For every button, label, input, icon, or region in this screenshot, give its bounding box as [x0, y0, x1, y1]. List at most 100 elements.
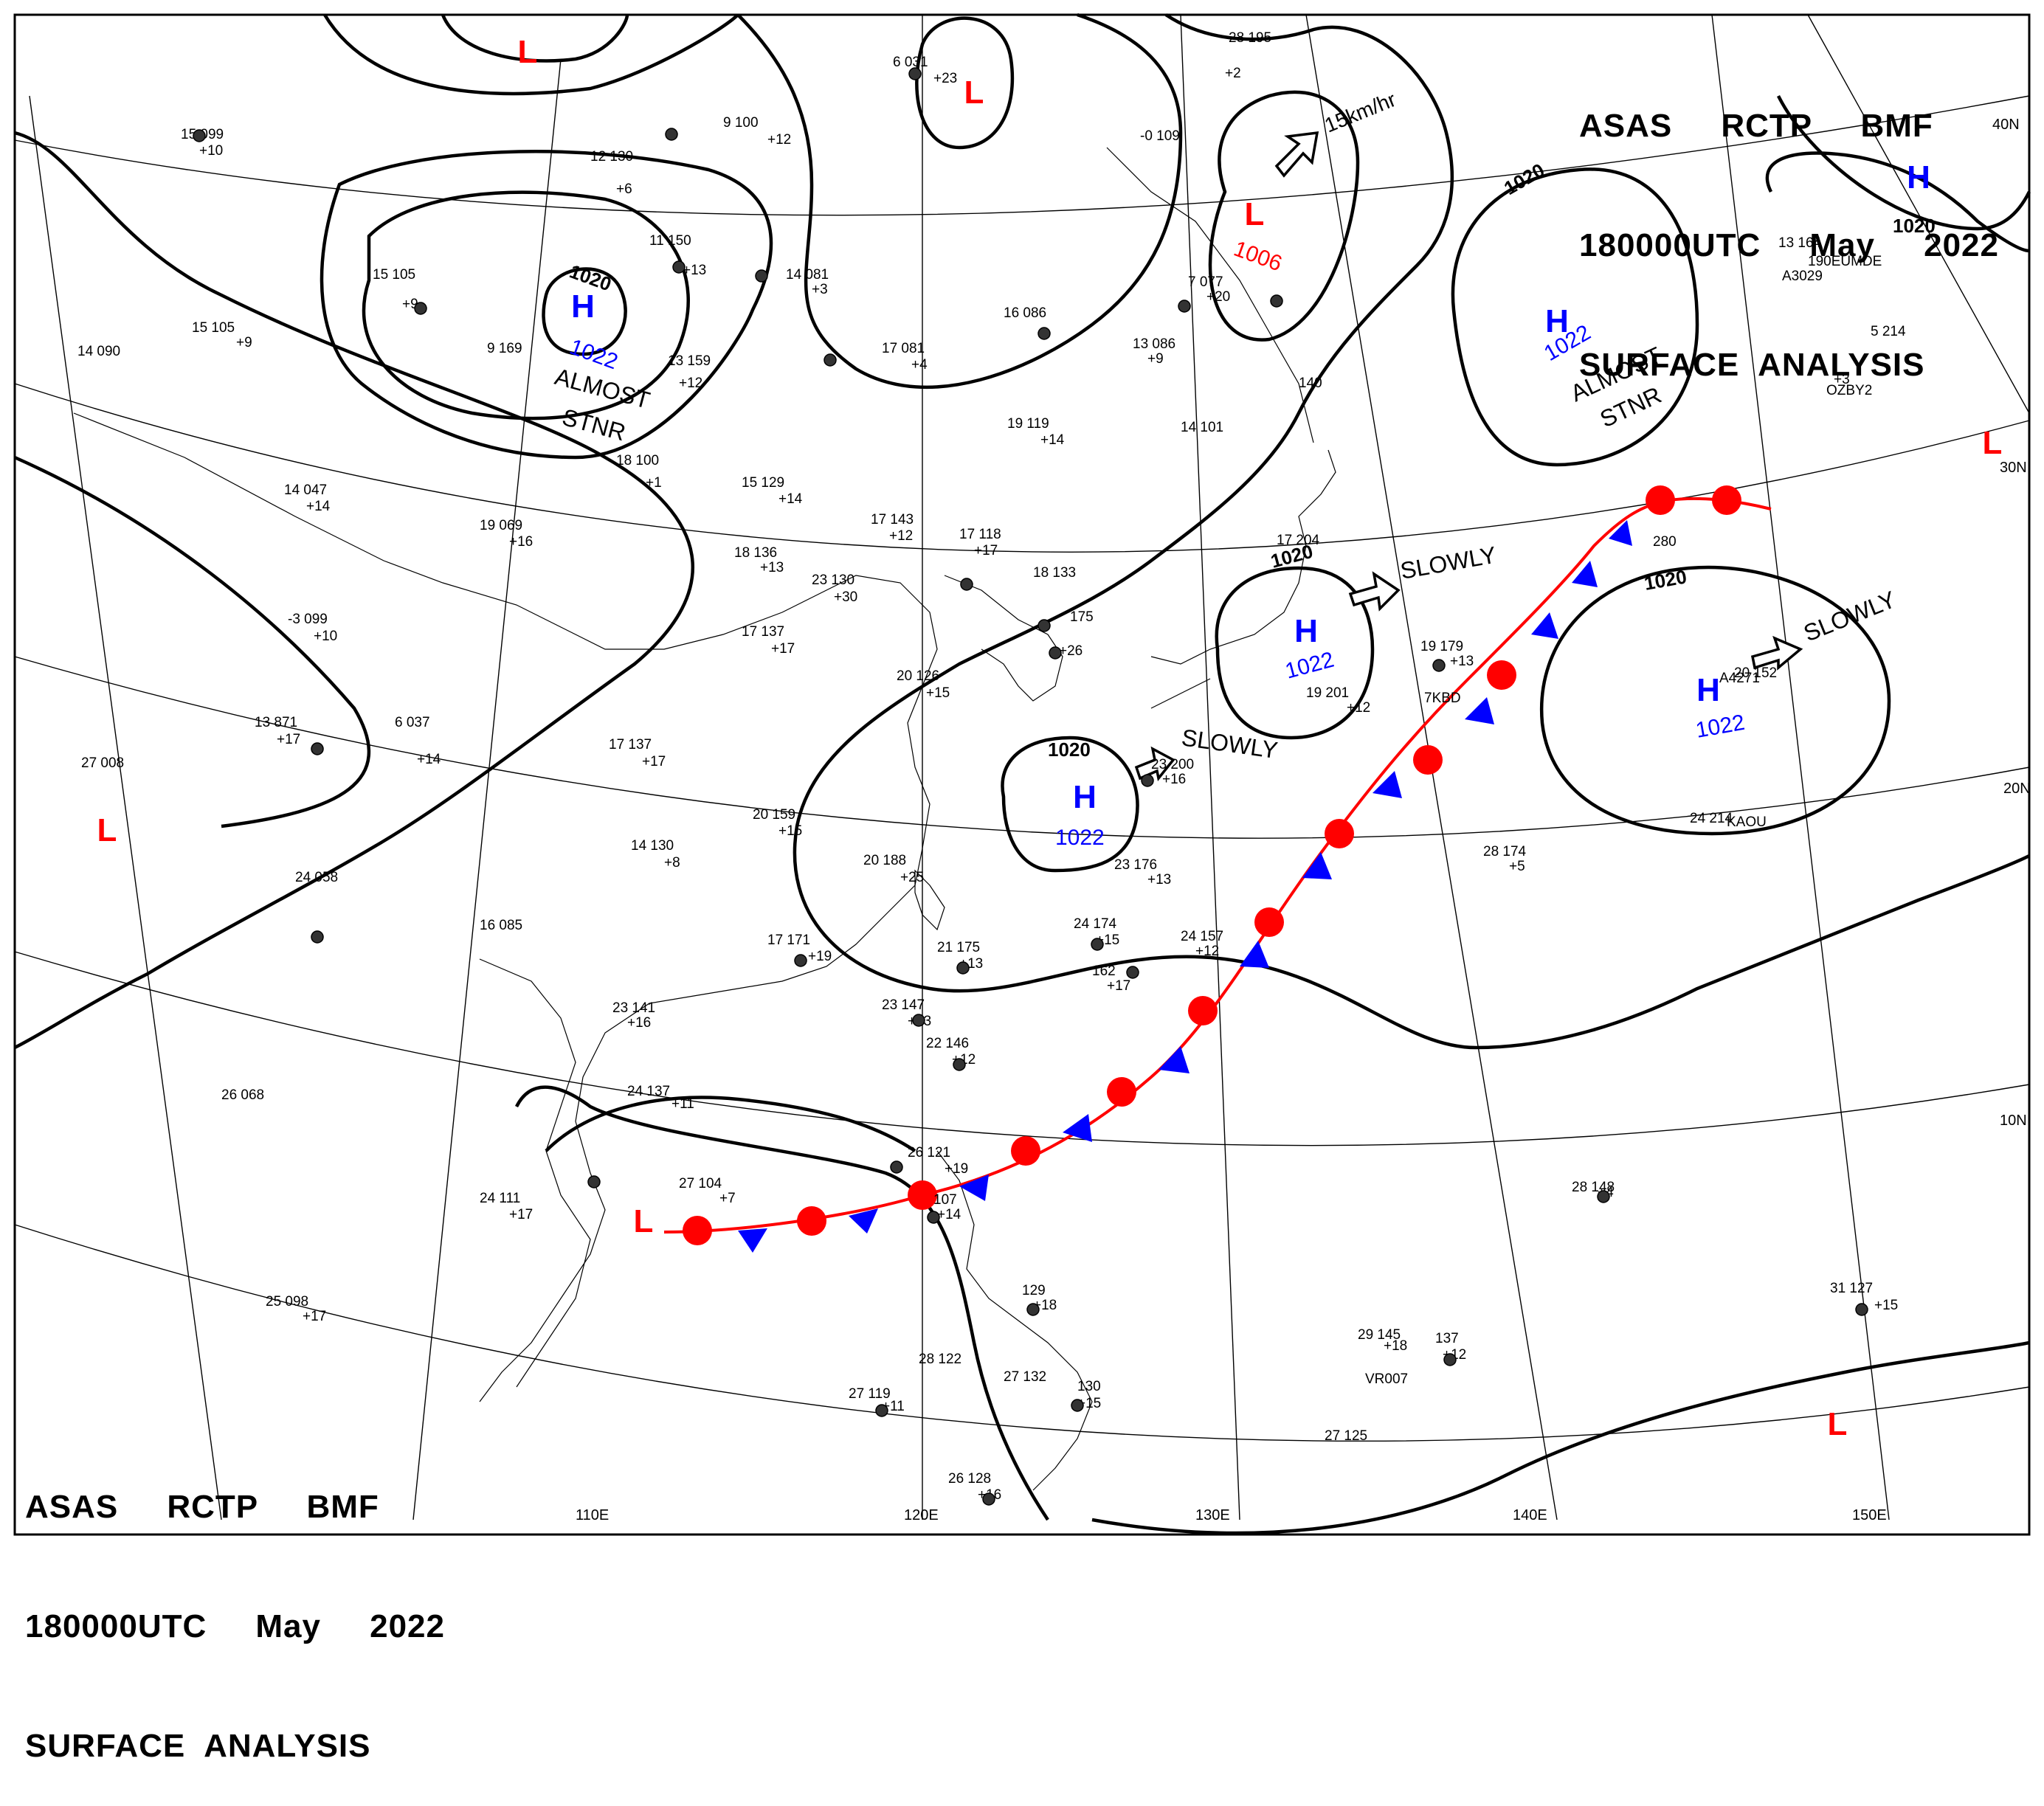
station-value: 24 111 — [480, 1191, 520, 1206]
isobar-low-ne — [1208, 90, 1360, 342]
station-value: 28 174 — [1483, 844, 1527, 859]
footer-line1: ASAS RCTP BMF — [25, 1489, 379, 1525]
station-value: +14 — [1040, 432, 1065, 448]
station-circle — [414, 302, 427, 315]
cold-triangle — [959, 1174, 989, 1201]
isobar-value: 1020 — [1893, 215, 1936, 237]
isobar-low1 — [441, 14, 629, 63]
isobar-value: 1020 — [1048, 738, 1091, 761]
arrow-15kmh — [1274, 131, 1319, 178]
map-frame — [13, 13, 2031, 1536]
station-value: +16 — [627, 1015, 651, 1031]
station-value: 19 201 — [1306, 685, 1349, 701]
cold-front-triangles — [738, 520, 1632, 1253]
station-value: 24 214 — [1690, 811, 1733, 826]
longitude-label: 110E — [576, 1507, 609, 1523]
station-value: +13 — [1450, 654, 1474, 669]
isobar-west-mid — [14, 455, 370, 828]
station-value: 190EUMDE — [1808, 254, 1882, 269]
isobar-ne-outer — [793, 13, 2031, 1050]
header-line3: SURFACE ANALYSIS — [1579, 347, 1925, 383]
low-pressure-symbol: L — [634, 1203, 654, 1239]
station-circle — [672, 260, 686, 274]
coastlines — [73, 147, 1336, 1491]
station-value: 20 188 — [863, 853, 906, 868]
station-value: +15 — [1874, 1298, 1898, 1313]
station-value: +6 — [616, 181, 632, 197]
station-value: +16 — [1162, 772, 1186, 787]
station-value: 19 119 — [1007, 416, 1049, 432]
isobar-h-far-east-top — [1776, 94, 2031, 231]
isobar-h-far-east — [1765, 151, 2030, 253]
low-pressure-symbol: L — [964, 75, 984, 111]
parallel-10n — [14, 951, 2030, 1146]
isobar-value: 1020 — [1643, 565, 1688, 595]
station-value: +17 — [509, 1207, 533, 1222]
warm-bump — [683, 1216, 712, 1245]
isobar-west-big — [13, 131, 694, 1050]
station-value: 17 137 — [742, 624, 784, 640]
station-circle — [953, 1058, 966, 1071]
station-value: +30 — [834, 589, 857, 605]
station-circle — [1049, 646, 1062, 660]
station-value: +12 — [679, 376, 702, 391]
high-pressure-symbol: H — [1696, 672, 1720, 708]
isobar-h-se — [1539, 565, 1891, 836]
station-circle — [587, 1175, 601, 1189]
station-value: 23 200 — [1151, 757, 1194, 772]
isobar-north-top — [323, 13, 739, 96]
station-value: 28 195 — [1229, 30, 1271, 46]
isobar-h-japan — [1215, 566, 1375, 740]
warm-bump — [1487, 660, 1516, 690]
warm-bump — [1011, 1136, 1040, 1166]
station-value: 13 159 — [668, 353, 711, 369]
station-value: 20 152 — [1734, 665, 1777, 681]
latitude-label: 40N — [1992, 117, 2020, 133]
isobar-value: 1020 — [1500, 159, 1548, 199]
header-title: ASAS RCTP BMF 180000UTC May 2022 SURFACE… — [1579, 27, 1999, 425]
station-value: 140 — [1299, 376, 1322, 391]
station-circle — [956, 961, 970, 975]
warm-bump — [1413, 745, 1443, 775]
station-value: +18 — [1384, 1338, 1407, 1354]
cold-triangle — [849, 1208, 878, 1234]
station-value: +5 — [1509, 859, 1525, 874]
coast-korea — [944, 575, 1063, 702]
station-value: 11 150 — [649, 233, 691, 249]
movement-arrows — [1134, 131, 1803, 782]
station-value: +12 — [1195, 944, 1219, 959]
longitude-label: 150E — [1852, 1507, 1887, 1523]
station-value: 17 118 — [959, 527, 1001, 542]
station-value: 18 133 — [1033, 565, 1076, 581]
station-value: 15 129 — [742, 475, 784, 491]
station-value: +20 — [1206, 289, 1230, 305]
station-value: 24 137 — [627, 1084, 670, 1099]
parallel-30n — [14, 383, 2030, 553]
coast-taiwan — [914, 869, 945, 931]
isobar-sw — [545, 1096, 916, 1152]
station-value: 23 176 — [1114, 857, 1157, 873]
isobar-low-center — [915, 16, 1015, 150]
station-value: 6 037 — [395, 715, 430, 730]
arrow-slowly-east — [1750, 635, 1803, 671]
isobar-north-big — [736, 13, 1183, 390]
station-value: 22 146 — [926, 1036, 969, 1051]
warm-bump — [908, 1180, 937, 1210]
station-value: -0 109 — [1140, 128, 1180, 144]
front-line — [663, 497, 1772, 1234]
station-value: OZBY2 — [1826, 383, 1872, 398]
station-circle — [193, 129, 206, 142]
station-circle — [1432, 659, 1446, 672]
isobars — [13, 13, 2031, 1535]
station-value: 24 058 — [295, 870, 338, 885]
station-value: 29 145 — [1358, 1327, 1401, 1343]
station-value: 24 157 — [1181, 929, 1223, 944]
station-value: +16 — [509, 534, 533, 550]
station-circle — [311, 742, 324, 755]
station-value: 23 147 — [882, 997, 925, 1013]
station-value: 7KBD — [1424, 691, 1461, 706]
station-value: +4 — [911, 357, 928, 373]
cold-triangle — [738, 1228, 767, 1253]
station-value: +19 — [808, 949, 832, 964]
station-value: KAOU — [1727, 814, 1767, 830]
